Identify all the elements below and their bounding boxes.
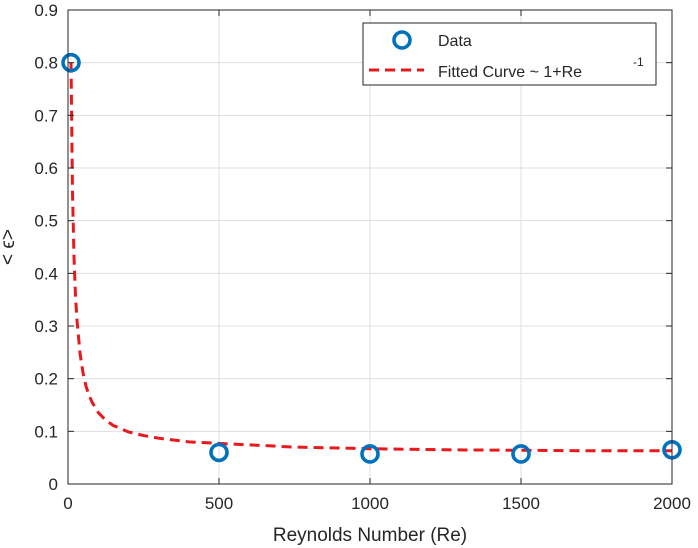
- y-tick-label: 0.4: [34, 264, 58, 283]
- data-point: [360, 444, 380, 464]
- y-tick-label: 0.5: [34, 212, 58, 231]
- legend: Data Fitted Curve ~ 1+Re -1: [362, 22, 657, 86]
- x-tick-label: 0: [63, 494, 72, 513]
- y-tick-label: 0.2: [34, 370, 58, 389]
- y-tick-label: 0.9: [34, 1, 58, 20]
- legend-marker-data: [392, 30, 412, 50]
- y-axis-label: < ϵ>: [0, 229, 19, 265]
- axis-ticks: [67, 9, 673, 485]
- y-tick-label: 0.3: [34, 317, 58, 336]
- x-tick-label: 500: [205, 494, 233, 513]
- x-tick-label: 1000: [351, 494, 389, 513]
- y-tick-label: 0: [49, 475, 58, 494]
- y-tick-label: 0.7: [34, 106, 58, 125]
- y-tick-label: 0.8: [34, 54, 58, 73]
- x-axis-label: Reynolds Number (Re): [273, 525, 467, 546]
- y-tick-label: 0.1: [34, 422, 58, 441]
- data-point: [61, 52, 81, 73]
- fitted-curve-line: [69, 62, 672, 453]
- legend-label-data: Data: [438, 33, 472, 50]
- x-axis-tick-labels: 0 500 1000 1500 2000: [63, 494, 691, 513]
- x-tick-label: 2000: [653, 494, 691, 513]
- fitted-curve-series: [69, 62, 672, 453]
- y-axis-tick-labels: 0 0.1 0.2 0.3 0.4 0.5 0.6 0.7 0.8 0.9: [34, 1, 58, 494]
- x-tick-label: 1500: [502, 494, 540, 513]
- legend-label-fitted-curve: Fitted Curve ~ 1+Re: [438, 64, 582, 81]
- data-point: [511, 444, 531, 464]
- data-point: [209, 442, 229, 463]
- legend-label-fitted-curve-exponent: -1: [633, 55, 644, 69]
- legend-box: [362, 22, 657, 86]
- y-tick-label: 0.6: [34, 159, 58, 178]
